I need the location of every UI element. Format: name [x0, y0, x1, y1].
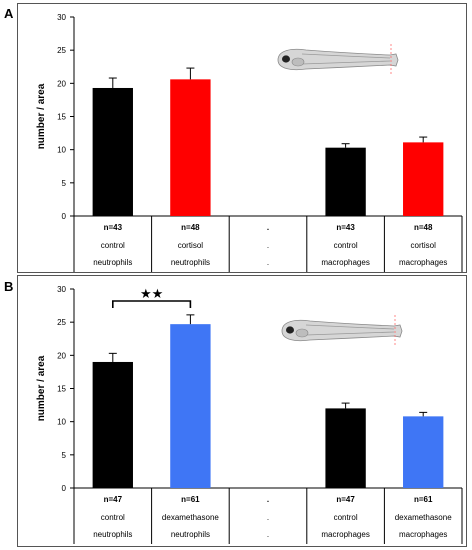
category-label: n=43 [336, 223, 355, 232]
panel-a-frame [17, 3, 467, 273]
category-label: control [334, 241, 358, 250]
category-label: . [267, 223, 269, 232]
bar [92, 361, 133, 488]
y-tick-label: 15 [57, 113, 66, 122]
category-label: dexamethasone [395, 513, 452, 522]
y-tick-label: 5 [62, 451, 67, 460]
y-tick-label: 0 [62, 212, 67, 221]
category-label: control [101, 241, 125, 250]
category-label: macrophages [321, 258, 369, 267]
category-label: n=47 [336, 495, 355, 504]
category-label: neutrophils [93, 258, 132, 267]
category-label: n=48 [181, 223, 200, 232]
y-axis-label: number / area [36, 355, 47, 421]
y-tick-label: 0 [62, 484, 67, 493]
significance-stars: ★★ [140, 286, 163, 301]
category-label: . [267, 241, 269, 250]
category-label: n=48 [414, 223, 433, 232]
category-label: n=47 [104, 495, 123, 504]
y-tick-label: 10 [57, 146, 66, 155]
y-tick-label: 10 [57, 418, 66, 427]
category-label: n=61 [181, 495, 200, 504]
category-label: dexamethasone [162, 513, 219, 522]
y-tick-label: 30 [57, 13, 66, 22]
y-tick-label: 20 [57, 351, 66, 360]
category-label: neutrophils [171, 258, 210, 267]
category-label: . [267, 258, 269, 267]
bar [170, 324, 211, 488]
y-tick-label: 25 [57, 46, 66, 55]
y-axis-label: number / area [36, 83, 47, 149]
category-label: cortisol [411, 241, 437, 250]
category-label: macrophages [399, 530, 447, 539]
category-label: neutrophils [93, 530, 132, 539]
category-label: macrophages [399, 258, 447, 267]
zebrafish-larva-illustration-a [277, 44, 399, 76]
zebrafish-larva-illustration-b [281, 315, 403, 347]
category-label: macrophages [321, 530, 369, 539]
category-label: n=61 [414, 495, 433, 504]
y-tick-label: 25 [57, 318, 66, 327]
category-label: control [334, 513, 358, 522]
y-tick-label: 15 [57, 385, 66, 394]
panel-letter-a: A [4, 6, 14, 21]
category-label: cortisol [178, 241, 204, 250]
chart-a: 0 5 10 15 20 25 30 number / area n=43 control neut… [36, 13, 463, 272]
bar [92, 87, 133, 216]
category-label: . [267, 495, 269, 504]
panel-letter-b: B [4, 279, 14, 294]
category-label: n=43 [104, 223, 123, 232]
bar [403, 142, 444, 216]
bar [403, 416, 444, 488]
chart-b: 0 5 10 15 20 25 30 number / area n=47 control neut… [36, 285, 463, 544]
category-label: neutrophils [171, 530, 210, 539]
panel-b-frame [17, 275, 467, 547]
bar [170, 79, 211, 216]
y-tick-label: 5 [62, 179, 67, 188]
category-label: . [267, 530, 269, 539]
category-label: control [101, 513, 125, 522]
bar [325, 408, 366, 488]
bar [325, 147, 366, 216]
y-tick-label: 30 [57, 285, 66, 294]
category-label: . [267, 513, 269, 522]
y-tick-label: 20 [57, 79, 66, 88]
significance-bracket [112, 300, 192, 308]
